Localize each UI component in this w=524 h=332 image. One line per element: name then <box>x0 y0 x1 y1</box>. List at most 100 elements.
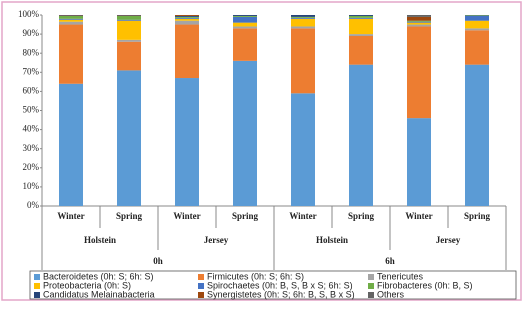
bar-segment <box>407 22 431 25</box>
legend-swatch <box>198 292 204 298</box>
legend-label: Bacteroidetes (0h: S; 6h: S) <box>43 271 154 281</box>
x-tick-label: Spring <box>464 211 491 221</box>
legend-swatch <box>198 283 204 289</box>
bar-segment <box>291 28 315 94</box>
legend-label: Spirochaetes (0h: B, S, B x S; 6h: S) <box>207 280 353 290</box>
bar-segment <box>175 17 199 19</box>
bar-segment <box>117 19 141 21</box>
bar-segment <box>117 70 141 206</box>
y-tick-label: 60% <box>23 85 40 95</box>
breed-label: Jersey <box>436 235 461 245</box>
breed-label: Jersey <box>204 235 229 245</box>
bar-segment <box>175 24 199 79</box>
bar-segment <box>117 20 141 40</box>
legend-swatch <box>368 283 374 289</box>
x-tick-label: Spring <box>232 211 259 221</box>
bar-segment <box>291 93 315 206</box>
bar-segment <box>59 18 83 20</box>
bar-segment <box>407 20 431 22</box>
bar-segment <box>465 28 489 31</box>
legend-label: Fibrobacteres (0h: B, S) <box>377 280 473 290</box>
bar-segment <box>407 26 431 119</box>
bar-segment <box>233 60 257 207</box>
bar-segment <box>175 15 199 16</box>
legend-swatch <box>368 274 374 280</box>
bar-segment <box>465 15 489 16</box>
legend-label: Proteobacteria (0h: S) <box>43 280 131 290</box>
time-label: 6h <box>385 256 395 266</box>
bar-segment <box>465 15 489 21</box>
bar-segment <box>233 26 257 29</box>
x-tick-label: Winter <box>289 211 316 221</box>
bar-segment <box>117 41 141 71</box>
bar-segment <box>291 17 315 19</box>
bar-segment <box>407 15 431 17</box>
legend-swatch <box>198 274 204 280</box>
bar-segment <box>349 36 373 65</box>
legend-swatch <box>34 292 40 298</box>
bar-segment <box>175 20 199 25</box>
bar-segment <box>175 18 199 21</box>
bar-segment <box>233 22 257 27</box>
legend-swatch <box>34 283 40 289</box>
bar-segment <box>117 39 141 42</box>
bar-segment <box>59 15 83 16</box>
bar-segment <box>349 34 373 37</box>
bar-segment <box>233 16 257 23</box>
bar-segment <box>117 15 141 20</box>
y-tick-label: 100% <box>18 9 40 19</box>
y-tick-label: 20% <box>23 162 40 172</box>
y-tick-label: 40% <box>23 124 40 134</box>
legend-label: Tenericutes <box>377 271 424 281</box>
legend-swatch <box>34 274 40 280</box>
bar-segment <box>59 15 83 19</box>
bar-segment <box>233 15 257 16</box>
bar-segment <box>407 21 431 23</box>
x-tick-label: Spring <box>116 211 143 221</box>
legend-swatch <box>368 292 374 298</box>
bar-segment <box>175 15 199 17</box>
bar-segment <box>59 19 83 22</box>
chart-border <box>1 1 522 301</box>
time-label: 0h <box>153 256 163 266</box>
bar-segment <box>349 64 373 206</box>
y-tick-label: 10% <box>23 181 40 191</box>
bar-segment <box>465 64 489 206</box>
bar-segment <box>465 30 489 65</box>
breed-label: Holstein <box>84 235 116 245</box>
x-tick-label: Spring <box>348 211 375 221</box>
bar-segment <box>117 15 141 16</box>
bar-segment <box>233 15 257 17</box>
x-tick-label: Winter <box>57 211 84 221</box>
bar-segment <box>407 24 431 27</box>
legend-label: Synergistetes (0h: S; 6h: B, S, B x S) <box>207 289 355 299</box>
bar-segment <box>407 16 431 21</box>
bar-segment <box>291 16 315 18</box>
y-tick-label: 50% <box>23 105 40 115</box>
legend-box <box>29 270 517 300</box>
y-tick-label: 0% <box>27 200 40 210</box>
y-tick-label: 80% <box>23 47 40 57</box>
bar-segment <box>291 26 315 29</box>
y-tick-label: 90% <box>23 28 40 38</box>
breed-label: Holstein <box>316 235 348 245</box>
bar-segment <box>349 17 373 19</box>
bar-segment <box>175 78 199 206</box>
legend-label: Others <box>377 289 405 299</box>
legend-label: Candidatus Melainabacteria <box>43 289 155 299</box>
bar-segment <box>59 83 83 206</box>
bar-segment <box>349 15 373 18</box>
x-tick-label: Winter <box>173 211 200 221</box>
bar-segment <box>349 15 373 16</box>
bar-segment <box>291 18 315 27</box>
bar-segment <box>465 20 489 29</box>
bar-segment <box>291 15 315 17</box>
bar-segment <box>59 21 83 25</box>
bar-segment <box>175 16 199 18</box>
legend-label: Firmicutes (0h: S; 6h: S) <box>207 271 304 281</box>
y-tick-label: 70% <box>23 66 40 76</box>
x-tick-label: Winter <box>405 211 432 221</box>
y-tick-label: 30% <box>23 143 40 153</box>
bar-segment <box>59 24 83 84</box>
